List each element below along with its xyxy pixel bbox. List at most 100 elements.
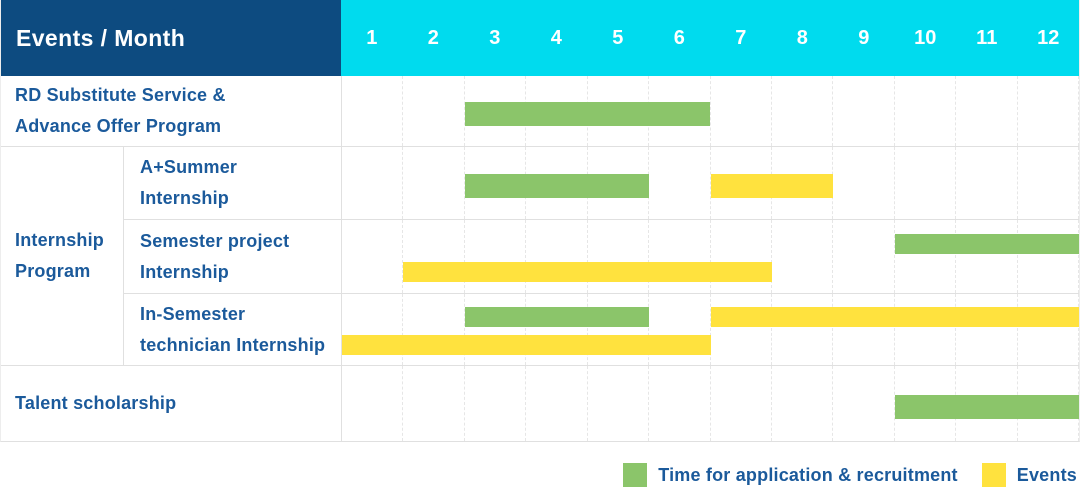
month-cell bbox=[403, 76, 465, 146]
month-cell bbox=[833, 76, 895, 146]
month-label-12: 12 bbox=[1037, 26, 1060, 49]
month-label-11: 11 bbox=[976, 26, 998, 49]
gantt-bar-green bbox=[894, 233, 1079, 254]
row-label-line: Internship bbox=[140, 261, 230, 282]
month-cell bbox=[956, 294, 1018, 365]
month-cell bbox=[403, 366, 465, 441]
row-label-in-semester-technician-internship: In-Semester technician Internship bbox=[124, 293, 341, 365]
month-cell bbox=[772, 76, 834, 146]
legend-item-events: Events bbox=[981, 463, 1077, 487]
month-cell bbox=[403, 147, 465, 219]
legend-label: Events bbox=[1016, 464, 1077, 485]
month-cell bbox=[649, 294, 711, 365]
gantt-track-semester-project-internship bbox=[341, 219, 1080, 293]
row-label-a-summer-internship: A+Summer Internship bbox=[124, 146, 341, 219]
month-label-1: 1 bbox=[366, 26, 378, 49]
chart-legend: Time for application & recruitment Event… bbox=[623, 463, 1077, 487]
month-cell bbox=[895, 147, 957, 219]
month-cell bbox=[403, 294, 465, 365]
legend-item-application-recruitment: Time for application & recruitment bbox=[623, 463, 958, 487]
gantt-bar-green bbox=[464, 174, 650, 198]
row-label-rd-substitute: RD Substitute Service & Advance Offer Pr… bbox=[1, 76, 341, 146]
group-label-line: Internship bbox=[15, 230, 105, 250]
events-month-table: Events / Month 1 2 3 4 5 6 7 8 9 10 11 1… bbox=[0, 0, 1080, 442]
row-label-line: Internship bbox=[140, 188, 230, 208]
group-label-internship-program: Internship Program bbox=[1, 146, 124, 365]
month-cell bbox=[711, 366, 772, 441]
month-cell bbox=[711, 76, 772, 146]
events-month-label: Events / Month bbox=[16, 24, 186, 51]
month-cell bbox=[711, 220, 772, 293]
month-cell bbox=[833, 147, 895, 219]
month-cell bbox=[526, 220, 588, 293]
row-label-line: In-Semester bbox=[140, 303, 246, 324]
month-cell bbox=[895, 76, 957, 146]
gantt-bar-yellow bbox=[710, 174, 834, 198]
month-cell bbox=[588, 294, 650, 365]
month-cell bbox=[342, 294, 404, 365]
month-cell bbox=[1018, 220, 1080, 293]
month-cell bbox=[649, 366, 711, 441]
month-header-row: 1 2 3 4 5 6 7 8 9 10 11 12 bbox=[341, 0, 1079, 76]
month-cell bbox=[465, 220, 527, 293]
table-header-events-month: Events / Month bbox=[1, 0, 341, 76]
month-cell bbox=[1018, 76, 1080, 146]
month-cell bbox=[588, 220, 650, 293]
month-cell bbox=[833, 220, 895, 293]
month-label-4: 4 bbox=[550, 26, 562, 49]
month-cell bbox=[342, 366, 404, 441]
group-label-line: Program bbox=[15, 261, 91, 281]
row-label-line: RD Substitute Service & bbox=[15, 85, 226, 105]
gantt-bar-green bbox=[894, 394, 1079, 419]
row-label-line: Semester project bbox=[140, 230, 290, 251]
month-cell bbox=[649, 147, 711, 219]
month-cell bbox=[956, 220, 1018, 293]
gantt-track-talent-scholarship bbox=[341, 365, 1080, 441]
month-cell bbox=[772, 220, 834, 293]
gantt-track-rd-substitute bbox=[341, 76, 1080, 146]
month-cell bbox=[956, 76, 1018, 146]
month-cell bbox=[649, 220, 711, 293]
green-swatch-icon bbox=[623, 463, 648, 487]
month-label-8: 8 bbox=[796, 26, 808, 49]
month-label-10: 10 bbox=[914, 26, 937, 49]
month-cell bbox=[342, 147, 404, 219]
month-cell bbox=[772, 294, 834, 365]
month-cell bbox=[895, 294, 957, 365]
month-cell bbox=[342, 220, 404, 293]
month-cell bbox=[833, 366, 895, 441]
gantt-bar-green bbox=[464, 102, 711, 126]
month-cell bbox=[1018, 294, 1080, 365]
gantt-track-a-summer-internship bbox=[341, 146, 1080, 219]
row-label-line: A+Summer bbox=[140, 157, 238, 177]
row-label-line: Talent scholarship bbox=[15, 393, 177, 413]
month-cell bbox=[403, 220, 465, 293]
legend-label: Time for application & recruitment bbox=[658, 464, 958, 485]
month-label-2: 2 bbox=[427, 26, 439, 49]
month-cell bbox=[526, 366, 588, 441]
row-label-line: technician Internship bbox=[140, 334, 326, 355]
gantt-bar-yellow bbox=[710, 306, 1079, 327]
gantt-bar-yellow bbox=[342, 334, 711, 355]
month-cell bbox=[711, 294, 772, 365]
month-cell bbox=[956, 147, 1018, 219]
month-cell bbox=[1018, 147, 1080, 219]
month-label-9: 9 bbox=[858, 26, 870, 49]
row-label-semester-project-internship: Semester project Internship bbox=[124, 219, 341, 293]
month-cell bbox=[465, 294, 527, 365]
gantt-track-in-semester-technician-internship bbox=[341, 293, 1080, 365]
month-cell bbox=[465, 366, 527, 441]
month-cell bbox=[526, 294, 588, 365]
month-cell bbox=[342, 76, 404, 146]
month-cell bbox=[895, 220, 957, 293]
month-label-3: 3 bbox=[489, 26, 501, 49]
month-label-6: 6 bbox=[673, 26, 685, 49]
gantt-bar-yellow bbox=[403, 261, 772, 282]
gantt-bar-green bbox=[464, 306, 650, 327]
yellow-swatch-icon bbox=[981, 463, 1006, 487]
month-label-7: 7 bbox=[735, 26, 747, 49]
month-cell bbox=[833, 294, 895, 365]
month-label-5: 5 bbox=[612, 26, 624, 49]
month-cell bbox=[588, 366, 650, 441]
